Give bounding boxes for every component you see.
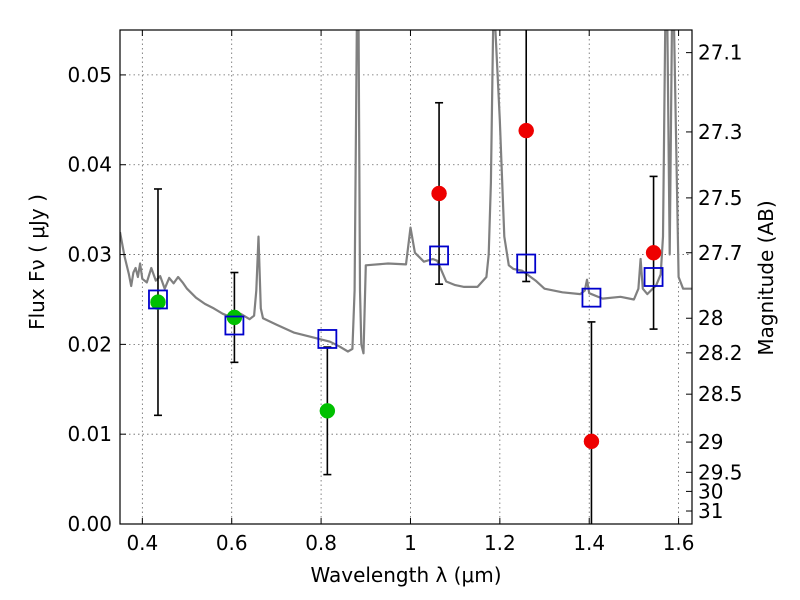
- magnitude-tick-label: 31: [698, 499, 723, 523]
- x-tick-label: 1.2: [484, 531, 516, 555]
- flux-point: [319, 403, 336, 419]
- flux-point: [645, 244, 662, 261]
- magnitude-tick-label: 29.5: [698, 460, 743, 484]
- magnitude-tick-label: 27.5: [698, 186, 743, 210]
- model-square: [516, 253, 537, 274]
- magnitude-tick-label: 29: [698, 430, 723, 454]
- x-tick-label: 0.8: [305, 531, 337, 555]
- flux-point: [583, 433, 600, 450]
- x-tick-label: 0.6: [216, 531, 248, 555]
- y-tick-label: 0.05: [67, 63, 112, 87]
- model-square: [581, 287, 602, 308]
- magnitude-axis-label: Magnitude (AB): [754, 200, 778, 355]
- y-axis-ticks: 0.00 0.01 0.02 0.03 0.04 0.05: [67, 63, 126, 536]
- x-axis-ticks: 0.4 0.6 0.8 1 1.2 1.4 1.6: [126, 30, 695, 555]
- x-tick-label: 1.4: [573, 531, 605, 555]
- y-tick-label: 0.00: [67, 512, 112, 536]
- magnitude-tick-label: 27.7: [698, 241, 743, 265]
- magnitude-tick-label: 27.3: [698, 120, 743, 144]
- flux-point: [431, 185, 447, 202]
- flux-point: [226, 309, 243, 326]
- model-square: [643, 267, 664, 287]
- model-square: [148, 289, 168, 310]
- model-square: [429, 245, 449, 266]
- y-tick-label: 0.01: [67, 422, 112, 446]
- plot-frame: [119, 29, 693, 525]
- flux-point: [518, 122, 534, 139]
- x-tick-label: 1.6: [663, 531, 695, 555]
- y-tick-label: 0.04: [67, 153, 112, 177]
- data-markers: [148, 122, 664, 450]
- model-square: [317, 329, 338, 349]
- magnitude-tick-label: 30: [698, 479, 723, 503]
- sed-curve-layer: [120, 30, 692, 355]
- magnitude-tick-label: 28: [698, 306, 723, 330]
- y-tick-label: 0.02: [67, 332, 112, 356]
- x-tick-label: 0.4: [126, 531, 158, 555]
- magnitude-tick-label: 28.5: [698, 382, 743, 406]
- flux-point: [150, 294, 166, 310]
- magnitude-tick-label: 28.2: [698, 341, 743, 365]
- magnitude-tick-label: 27.1: [698, 41, 743, 65]
- x-tick-label: 1: [404, 531, 417, 555]
- y-axis-label: Flux Fν ( μJy ): [25, 194, 49, 330]
- x-axis-label: Wavelength λ (μm): [310, 563, 501, 587]
- sed-curve: [120, 30, 692, 355]
- y-tick-label: 0.03: [67, 243, 112, 267]
- model-square: [224, 315, 245, 336]
